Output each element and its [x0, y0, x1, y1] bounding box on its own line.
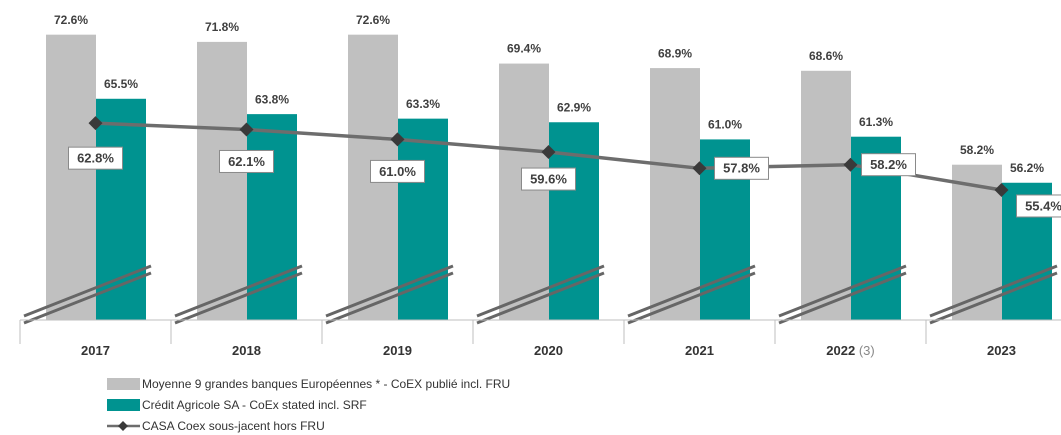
label-box [861, 153, 916, 177]
x-tick-label: 2023 [987, 343, 1016, 358]
x-tick-label: 2022 (3) [826, 343, 874, 358]
line-marker [843, 157, 858, 172]
axis-break [929, 271, 1058, 325]
x-tick-label: 2018 [232, 343, 261, 358]
bar [247, 114, 297, 320]
value-label: 61.0% [379, 164, 416, 179]
axis-break [23, 264, 152, 318]
value-label: 65.5% [104, 77, 138, 91]
legend-marker [118, 421, 128, 431]
axis-break [778, 264, 907, 318]
line-marker [541, 145, 556, 160]
value-label: 68.9% [658, 46, 692, 60]
legend-label: Moyenne 9 grandes banques Européennes * … [142, 377, 510, 391]
axis-break [23, 271, 152, 325]
label-box [219, 149, 274, 173]
x-tick-label: 2020 [534, 343, 563, 358]
axis-break [476, 264, 605, 318]
legend-swatch [107, 378, 140, 390]
category-name: 2021 [685, 343, 714, 358]
label-box [1016, 194, 1061, 218]
legend-label: Crédit Agricole SA - CoEx stated incl. S… [142, 398, 367, 412]
value-label: 62.9% [557, 100, 591, 114]
axis-break [627, 264, 756, 318]
bar [96, 98, 146, 320]
axis-break [174, 264, 303, 318]
value-label: 59.6% [530, 171, 567, 186]
bar [952, 164, 1002, 320]
value-label: 56.2% [1010, 161, 1044, 175]
line-marker [88, 116, 103, 131]
value-label: 63.8% [255, 92, 289, 106]
line-marker [692, 161, 707, 176]
category-name: 2017 [81, 343, 110, 358]
axis-break [627, 271, 756, 325]
value-label: 71.8% [205, 20, 239, 34]
line-marker [994, 182, 1009, 197]
legend-label: CASA Coex sous-jacent hors FRU [142, 419, 325, 433]
x-tick-label: 2017 [81, 343, 110, 358]
bar [499, 63, 549, 321]
value-label: 58.2% [870, 157, 907, 172]
axis-break [174, 271, 303, 325]
category-note: (3) [859, 343, 875, 358]
value-label: 62.8% [77, 151, 114, 166]
line-marker [239, 122, 254, 137]
value-label: 63.3% [406, 97, 440, 111]
line-marker [390, 132, 405, 147]
category-name: 2019 [383, 343, 412, 358]
value-label: 69.4% [507, 42, 541, 56]
axis-break [325, 264, 454, 318]
value-label: 55.4% [1025, 198, 1061, 213]
label-box [714, 156, 769, 180]
value-label: 61.0% [708, 118, 742, 132]
x-tick-label: 2021 [685, 343, 714, 358]
x-tick-label: 2019 [383, 343, 412, 358]
category-name: 2018 [232, 343, 261, 358]
bar [650, 68, 700, 321]
value-label: 61.3% [859, 115, 893, 129]
bar [801, 70, 851, 320]
legend-swatch [107, 399, 140, 411]
category-name: 2023 [987, 343, 1016, 358]
axis-break [929, 264, 1058, 318]
value-label: 62.1% [228, 154, 265, 169]
label-box [521, 167, 576, 191]
value-label: 72.6% [356, 13, 390, 27]
label-box [370, 159, 425, 183]
bar [197, 41, 247, 321]
axis-break [778, 271, 907, 325]
value-label: 57.8% [723, 161, 760, 176]
axis-break [325, 271, 454, 325]
category-name: 2020 [534, 343, 563, 358]
category-name: 2022 [826, 343, 855, 358]
value-label: 72.6% [54, 13, 88, 27]
label-box [68, 146, 123, 170]
value-label: 68.6% [809, 49, 843, 63]
value-label: 58.2% [960, 143, 994, 157]
axis-break [476, 271, 605, 325]
bar [46, 34, 96, 320]
bar [398, 118, 448, 320]
